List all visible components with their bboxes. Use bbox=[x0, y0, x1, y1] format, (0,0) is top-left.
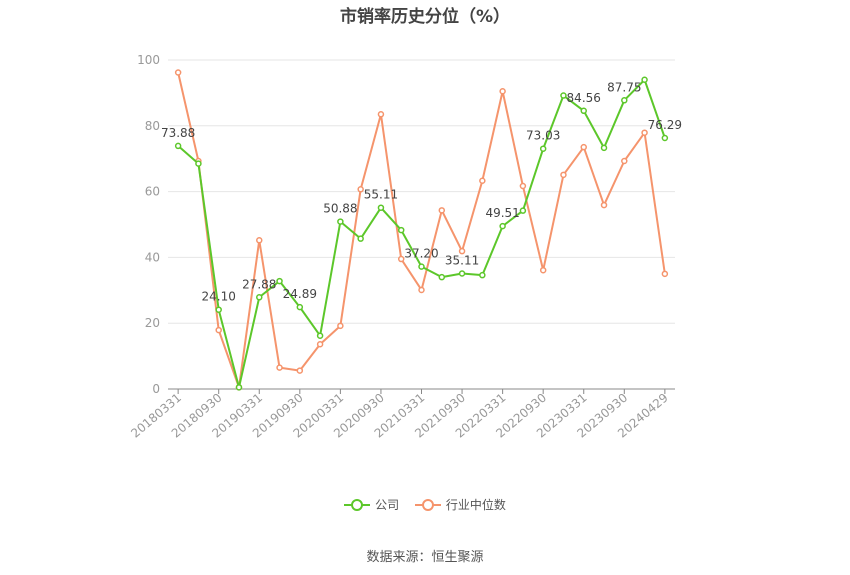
data-point-industry-median bbox=[296, 367, 304, 374]
data-point-company bbox=[357, 235, 364, 242]
data-point-company bbox=[560, 92, 567, 99]
data-point-industry-median bbox=[256, 237, 263, 244]
data-point-company bbox=[661, 134, 669, 142]
data-point-company bbox=[499, 222, 506, 230]
data-point-company bbox=[174, 142, 182, 150]
chart-title: 市销率历史分位（%） bbox=[339, 7, 511, 27]
data-labels: 73.88 24.10 27.88 24.89 50.88 55.11 37.20 35.11… bbox=[161, 80, 682, 303]
data-point-company bbox=[337, 218, 344, 225]
data-point-industry-median bbox=[337, 322, 344, 330]
y-tick-label: 80 bbox=[145, 119, 160, 133]
data-label: 49.51 bbox=[485, 206, 519, 220]
y-tick-label: 20 bbox=[145, 316, 160, 330]
y-tick-label: 60 bbox=[145, 185, 160, 199]
data-point-company bbox=[641, 76, 648, 83]
data-label: 73.03 bbox=[526, 129, 560, 143]
data-point-company bbox=[600, 144, 608, 152]
data-point-company bbox=[621, 97, 628, 104]
data-point-company bbox=[438, 273, 446, 281]
data-label: 24.10 bbox=[202, 290, 236, 304]
data-point-industry-median bbox=[661, 270, 669, 278]
legend-label-company: 公司 bbox=[375, 498, 400, 512]
data-point-industry-median bbox=[600, 201, 608, 209]
data-point-company bbox=[580, 107, 587, 115]
data-point-company bbox=[458, 270, 466, 277]
data-point-company bbox=[519, 207, 527, 214]
y-tick-label: 0 bbox=[152, 382, 160, 396]
data-point-industry-median bbox=[174, 69, 182, 76]
data-point-industry-median bbox=[276, 364, 283, 371]
legend-label-industry-median: 行业中位数 bbox=[445, 498, 506, 512]
legend-marker-company bbox=[344, 498, 371, 512]
data-point-industry-median bbox=[539, 266, 547, 274]
y-tick-label: 40 bbox=[145, 250, 160, 264]
grid-lines bbox=[168, 59, 675, 324]
data-point-industry-median bbox=[621, 157, 628, 165]
series-lines bbox=[174, 69, 669, 391]
data-point-company bbox=[377, 204, 385, 211]
data-point-company bbox=[539, 145, 547, 152]
data-label: 73.88 bbox=[161, 126, 195, 140]
legend: 公司 行业中位数 bbox=[0, 496, 850, 515]
data-point-industry-median bbox=[316, 341, 324, 348]
data-point-industry-median bbox=[418, 286, 425, 294]
y-tick-label: 100 bbox=[137, 53, 160, 67]
data-label: 24.89 bbox=[283, 287, 317, 301]
data-point-company bbox=[195, 160, 202, 167]
data-point-industry-median bbox=[377, 111, 385, 118]
legend-marker-industry-median bbox=[414, 498, 441, 512]
data-point-company bbox=[479, 271, 486, 279]
data-point-company bbox=[418, 263, 425, 270]
data-point-company bbox=[276, 277, 283, 285]
data-point-company bbox=[397, 226, 405, 234]
data-label: 87.75 bbox=[607, 80, 641, 94]
data-point-company bbox=[235, 384, 243, 391]
series-line-industry-median bbox=[177, 72, 666, 389]
data-label: 27.88 bbox=[242, 277, 276, 291]
data-label: 84.56 bbox=[567, 91, 601, 105]
data-label: 35.11 bbox=[445, 253, 479, 267]
data-label: 76.29 bbox=[648, 118, 682, 132]
data-label: 37.20 bbox=[404, 247, 438, 261]
data-point-company bbox=[296, 303, 304, 311]
data-point-company bbox=[316, 332, 324, 339]
data-point-industry-median bbox=[458, 247, 466, 255]
data-point-industry-median bbox=[438, 207, 446, 214]
data-point-industry-median bbox=[519, 182, 527, 190]
data-label: 55.11 bbox=[364, 188, 398, 202]
data-point-industry-median bbox=[580, 143, 587, 151]
data-point-industry-median bbox=[499, 88, 506, 95]
data-point-industry-median bbox=[560, 171, 567, 179]
legend-item-industry-median[interactable]: 行业中位数 bbox=[414, 496, 506, 513]
data-label: 50.88 bbox=[323, 202, 357, 216]
data-point-industry-median bbox=[357, 186, 364, 193]
data-point-industry-median bbox=[641, 129, 648, 136]
data-point-company bbox=[256, 294, 263, 301]
legend-item-company[interactable]: 公司 bbox=[344, 496, 399, 513]
data-point-industry-median bbox=[479, 177, 486, 184]
line-chart: 0204060801002018033120180930201903312019… bbox=[128, 53, 682, 441]
source-note: 数据来源：恒生聚源 bbox=[366, 550, 484, 565]
data-point-company bbox=[215, 306, 222, 313]
data-point-industry-median bbox=[397, 255, 405, 263]
data-point-industry-median bbox=[215, 326, 222, 334]
